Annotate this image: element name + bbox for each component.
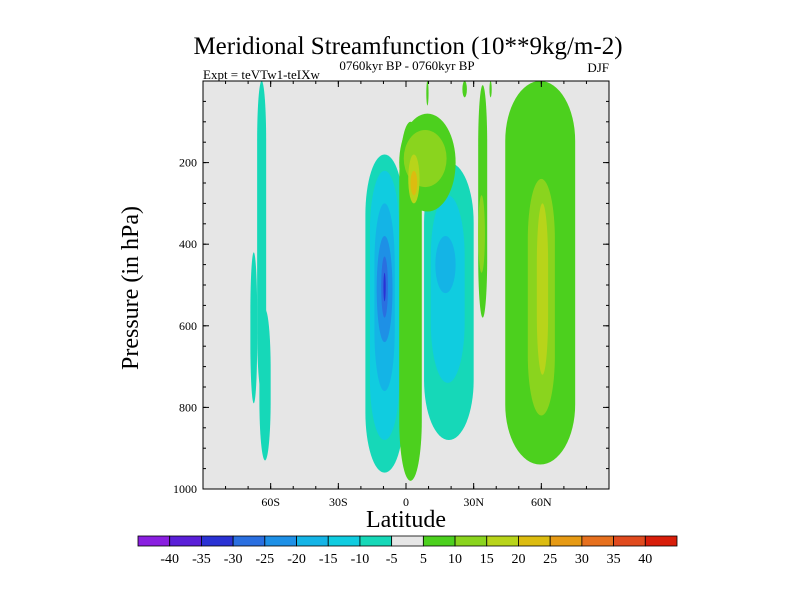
contour-regions [250,81,576,481]
colorbar-label: 30 [575,552,589,567]
colorbar-label: -25 [255,552,274,567]
colorbar-swatch [613,535,646,547]
colorbar-swatch [201,535,234,547]
colorbar-swatch [137,535,171,547]
contour-sh-high-lat-cell-thin [250,252,258,404]
colorbar-label: -35 [192,552,211,567]
colorbar-swatch [169,535,202,547]
contour-top-pos-sliver-2 [462,81,467,98]
colorbar-swatch [486,535,519,547]
colorbar-swatch [581,535,614,547]
colorbar-swatch [296,535,329,547]
subtitle-left: Expt = teVTw1-teIXw [203,67,321,82]
colorbar-label: 20 [511,552,525,567]
colorbar-label: 10 [448,552,462,567]
contour-nh-subtropical-neg-15 [435,236,456,294]
colorbar-swatch [264,535,297,547]
y-tick-label: 1000 [173,482,197,496]
y-tick-label: 800 [179,400,197,414]
y-axis-label: Pressure (in hPa) [118,206,144,370]
contour-sh-hadley-core [383,272,386,302]
chart-title: Meridional Streamfunction (10**9kg/m-2) [193,33,622,60]
colorbar-swatch [644,535,678,547]
colorbar-swatch [391,535,424,547]
x-tick-label: 30S [329,495,348,509]
contour-nh-thin-pos-inner [478,195,485,273]
colorbar-swatch [422,535,456,547]
contour-equatorial-pos-20 [410,170,418,196]
colorbar-label: -5 [386,552,398,567]
colorbar-label: -30 [224,552,243,567]
x-tick-label: 0 [403,495,409,509]
colorbar-swatch [518,535,551,547]
colorbar-label: -10 [351,552,370,567]
contour-sh-high-lat-cell-lower [259,309,271,461]
colorbar-label: -20 [287,552,306,567]
y-tick-label: 600 [179,319,197,333]
colorbar-label: -15 [319,552,338,567]
contour-nh-ferrel-pos-15 [536,203,549,375]
x-tick-label: 60S [261,495,280,509]
colorbar-swatch [327,535,361,547]
colorbar-label: 15 [480,552,494,567]
subtitle-right: DJF [587,60,609,75]
contour-top-pos-sliver-3 [489,81,492,98]
colorbar-label: -40 [160,552,179,567]
contour-equatorial-pos-tongue [399,121,422,481]
x-tick-label: 30N [463,495,484,509]
colorbar-swatch [232,535,266,547]
y-tick-label: 400 [179,237,197,251]
contour-top-pos-sliver-1 [426,81,429,106]
colorbar-swatch [454,535,488,547]
colorbar-label: 5 [420,552,427,567]
subtitle-center: 0760kyr BP - 0760kyr BP [339,58,474,73]
colorbar-swatch [549,535,583,547]
colorbar: -40 -35 -30 -25 -20 -15 -10 -5 5 10 15 20 25 30 35 40 [137,535,678,567]
colorbar-label: 35 [607,552,621,567]
colorbar-label: 40 [638,552,652,567]
colorbar-label: 25 [543,552,557,567]
x-tick-label: 60N [531,495,552,509]
x-axis-label: Latitude [366,507,446,533]
colorbar-swatch [359,535,393,547]
y-tick-label: 200 [179,156,197,170]
axis-ticks: 60S 30S 0 30N 60N 200 400 600 800 1000 [173,81,610,509]
